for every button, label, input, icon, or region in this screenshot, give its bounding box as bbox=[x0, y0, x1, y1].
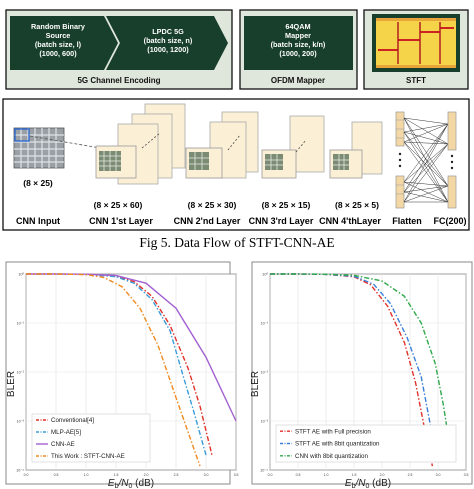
y-tick-label: 10⁻⁴ bbox=[16, 469, 24, 473]
x-tick-label: 2.5 bbox=[174, 473, 179, 477]
series-line bbox=[26, 273, 201, 467]
x-tick-label: 1.5 bbox=[352, 473, 357, 477]
x-tick-label: 1.0 bbox=[84, 473, 89, 477]
dim-layer4: (8 × 25 × 5) bbox=[335, 200, 379, 210]
y-axis-label: BLER bbox=[250, 371, 261, 397]
group-label-stft: STFT bbox=[406, 76, 426, 85]
y-tick-label: 10⁻² bbox=[17, 371, 25, 375]
label-cnn-layer3: CNN 3'rd Layer bbox=[249, 216, 314, 226]
y-tick-label: 10⁰ bbox=[262, 273, 268, 277]
x-axis-label: Eb/N0 (dB) bbox=[345, 478, 391, 489]
y-tick-label: 10⁻³ bbox=[17, 420, 25, 424]
legend-label: Conventional[4] bbox=[51, 417, 94, 424]
dim-layer2: (8 × 25 × 30) bbox=[188, 200, 237, 210]
block1-line3: (batch size, l) bbox=[35, 40, 82, 49]
legend-box bbox=[31, 413, 151, 463]
block-random-binary-source bbox=[10, 16, 118, 70]
y-tick-label: 10⁻⁴ bbox=[260, 469, 268, 473]
x-tick-label: 3.0 bbox=[436, 473, 441, 477]
group-label-ofdm: OFDM Mapper bbox=[271, 76, 325, 85]
pipeline-section: Random Binary Source (batch size, l) (10… bbox=[5, 9, 469, 90]
block-64qam-mapper bbox=[244, 16, 353, 70]
block2-line1: LPDC 5G bbox=[152, 27, 184, 36]
label-cnn-layer4: CNN 4'thLayer bbox=[319, 216, 381, 226]
block3-line4: (1000, 200) bbox=[279, 49, 317, 58]
label-cnn-layer2: CNN 2'nd Layer bbox=[174, 216, 241, 226]
y-tick-label: 10⁻² bbox=[261, 371, 269, 375]
legend-label: STFT AE with 8bit quantization bbox=[295, 441, 380, 448]
cnn-layer3-stack bbox=[261, 115, 325, 179]
x-tick-label: 2.5 bbox=[408, 473, 413, 477]
label-flatten: Flatten bbox=[392, 216, 422, 226]
x-tick-label: 1.5 bbox=[114, 473, 119, 477]
legend-label: CNN-AE bbox=[51, 441, 75, 448]
block-ldpc-5g bbox=[106, 16, 228, 70]
x-tick-label: 3.5 bbox=[234, 473, 239, 477]
x-tick-label: 0.5 bbox=[54, 473, 59, 477]
cnn-layer4-stack bbox=[329, 121, 383, 179]
block1-line4: (1000, 600) bbox=[39, 49, 77, 58]
y-axis-label: BLER bbox=[6, 371, 17, 397]
legend-label: This Work : STFT-CNN-AE bbox=[51, 453, 125, 460]
legend-label: STFT AE with Full precision bbox=[295, 428, 371, 435]
bler-chart-left: 0.0 0.5 1.0 1.5 2.0 2.5 3.0 3.5 10⁰ 10⁻¹ 10⁻² 10⁻³ 1… bbox=[5, 261, 239, 489]
y-tick-label: 10⁻¹ bbox=[261, 322, 269, 326]
block1-line2: Source bbox=[46, 31, 71, 40]
block3-line3: (batch size, k/n) bbox=[271, 40, 326, 49]
y-tick-label: 10⁻³ bbox=[261, 420, 269, 424]
block2-line2: (batch size, n) bbox=[144, 36, 193, 45]
x-tick-label: 0.5 bbox=[296, 473, 301, 477]
dim-layer1: (8 × 25 × 60) bbox=[94, 200, 143, 210]
series-line bbox=[270, 273, 453, 462]
y-tick-label: 10⁰ bbox=[18, 273, 24, 277]
dim-layer3: (8 × 25 × 15) bbox=[262, 200, 311, 210]
x-axis-label: Eb/N0 (dB) bbox=[108, 478, 154, 489]
cnn-layer2-stack bbox=[185, 111, 259, 179]
block1-line1: Random Binary bbox=[31, 22, 86, 31]
x-tick-label: 3.5 bbox=[464, 473, 469, 477]
block3-line1: 64QAM bbox=[285, 22, 310, 31]
stft-spectrogram-image bbox=[372, 14, 460, 72]
cnn-input-grid bbox=[13, 127, 65, 169]
x-tick-label: 1.0 bbox=[324, 473, 329, 477]
label-fc: FC(200) bbox=[433, 216, 466, 226]
group-label-5g: 5G Channel Encoding bbox=[77, 76, 160, 85]
dim-input: (8 × 25) bbox=[23, 178, 53, 188]
label-cnn-layer1: CNN 1'st Layer bbox=[89, 216, 153, 226]
x-tick-label: 2.0 bbox=[144, 473, 149, 477]
x-tick-label: 3.0 bbox=[204, 473, 209, 477]
cnn-section: (8 × 25) (8 × 25 × 60) (8 × 25 × 30) (8 … bbox=[2, 98, 470, 231]
x-tick-label: 0.0 bbox=[24, 473, 29, 477]
bler-chart-right: 0.0 0.5 1.0 1.5 2.0 2.5 3.0 3.5 10⁰ 10⁻¹ 10⁻² 10⁻³ 1… bbox=[250, 261, 473, 489]
block3-line2: Mapper bbox=[285, 31, 311, 40]
figure-caption: Fig 5. Data Flow of STFT-CNN-AE bbox=[139, 235, 334, 250]
y-tick-label: 10⁻¹ bbox=[17, 322, 25, 326]
legend-box bbox=[275, 424, 457, 463]
legend-label: CNN with 8bit quantization bbox=[295, 453, 368, 460]
x-tick-label: 2.0 bbox=[380, 473, 385, 477]
fc-column bbox=[447, 111, 457, 209]
legend-label: MLP-AE[5] bbox=[51, 429, 81, 436]
fc-connections bbox=[403, 117, 449, 203]
block2-line3: (1000, 1200) bbox=[147, 45, 189, 54]
input-arrow bbox=[29, 135, 101, 149]
label-cnn-input: CNN Input bbox=[16, 216, 60, 226]
x-tick-label: 0.0 bbox=[268, 473, 273, 477]
cnn-layer1-stack bbox=[95, 103, 186, 185]
